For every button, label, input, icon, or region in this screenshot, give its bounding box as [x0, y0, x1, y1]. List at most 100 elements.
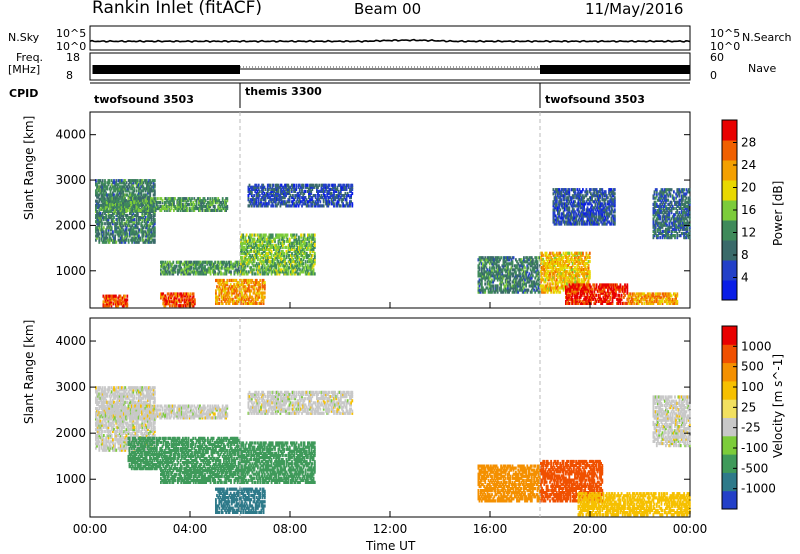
power-cell [123, 240, 126, 244]
nsky-label: N.Sky [8, 31, 40, 44]
power-cell [117, 216, 120, 220]
power-cell [552, 282, 555, 286]
power-cell [230, 297, 233, 301]
power-cell [270, 239, 273, 243]
power-cell [217, 278, 220, 283]
power-cell [184, 260, 187, 264]
power-cell [281, 191, 284, 196]
power-cell [108, 236, 111, 240]
power-cell [119, 191, 122, 195]
power-cell [163, 203, 166, 207]
power-cell [186, 206, 189, 211]
power-cell [309, 194, 311, 198]
power-cell [255, 239, 258, 243]
power-cell [275, 268, 277, 272]
power-cell [112, 218, 114, 222]
power-cell [223, 260, 226, 264]
power-cell [123, 199, 125, 203]
power-cell [195, 266, 197, 270]
power-cell [278, 235, 281, 239]
power-cell [126, 224, 129, 228]
power-cell [271, 260, 274, 264]
power-cell [286, 187, 289, 191]
power-cell [269, 183, 271, 187]
power-cell [134, 181, 137, 185]
power-cell [112, 234, 114, 238]
power-cell [130, 193, 132, 197]
power-cell [276, 251, 279, 256]
power-cell [187, 268, 189, 272]
power-cell [126, 234, 129, 238]
power-cell [290, 200, 293, 204]
power-cell [182, 262, 185, 266]
power-cell [276, 254, 279, 258]
power-cell [232, 297, 234, 301]
power-cell [257, 191, 260, 196]
power-cell [238, 283, 241, 287]
power-cell [138, 197, 141, 201]
power-cell [230, 285, 233, 289]
power-cell [271, 202, 274, 206]
power-cell [263, 204, 266, 208]
power-cell [143, 208, 146, 212]
power-cell [228, 270, 231, 274]
power-cell [106, 218, 109, 222]
power-cell [132, 220, 135, 224]
power-cell [220, 291, 223, 295]
power-cell [179, 262, 181, 266]
power-cell [208, 262, 211, 266]
power-cell [211, 203, 214, 207]
power-cell [96, 226, 98, 230]
power-cell [262, 196, 265, 200]
power-cell [305, 251, 308, 256]
power-cell [142, 181, 145, 185]
power-cell [164, 268, 167, 272]
power-cell [274, 258, 276, 262]
power-cell [286, 191, 289, 196]
power-cell [150, 181, 153, 185]
power-cell [245, 247, 248, 251]
power-cell [151, 185, 154, 189]
power-cell [252, 237, 255, 241]
power-cell [174, 206, 176, 211]
power-cell [157, 206, 159, 211]
power-cell [196, 270, 198, 274]
power-cell [343, 183, 346, 187]
power-cell [274, 262, 276, 266]
power-cell [286, 200, 289, 204]
power-cell [199, 201, 201, 205]
power-cell [133, 201, 135, 205]
power-cell [230, 293, 233, 297]
power-cell [301, 262, 304, 266]
power-cell [245, 262, 248, 266]
power-cell [258, 283, 260, 287]
power-cell [273, 196, 276, 200]
power-cell [301, 243, 304, 247]
power-cell [282, 189, 285, 193]
power-cell [313, 233, 316, 237]
power-cell [119, 181, 122, 185]
power-cell [168, 206, 171, 211]
power-cell [215, 293, 217, 297]
power-cell [310, 256, 313, 260]
power-cell [206, 262, 209, 266]
power-cell [224, 201, 226, 205]
power-cell [255, 251, 258, 256]
power-cell [125, 228, 128, 232]
power-cell [234, 270, 237, 274]
power-cell [268, 266, 271, 270]
power-cell [147, 228, 149, 232]
power-cell [252, 245, 255, 249]
power-cell [250, 185, 253, 189]
power-cell [287, 191, 290, 196]
power-cell [210, 203, 213, 207]
power-cell [227, 287, 230, 291]
power-cell [310, 243, 313, 247]
power-cell [160, 260, 162, 264]
power-cell [138, 218, 140, 222]
power-cell [254, 264, 257, 268]
power-cell [165, 201, 167, 205]
power-cell [265, 243, 267, 247]
power-cell [286, 204, 289, 208]
